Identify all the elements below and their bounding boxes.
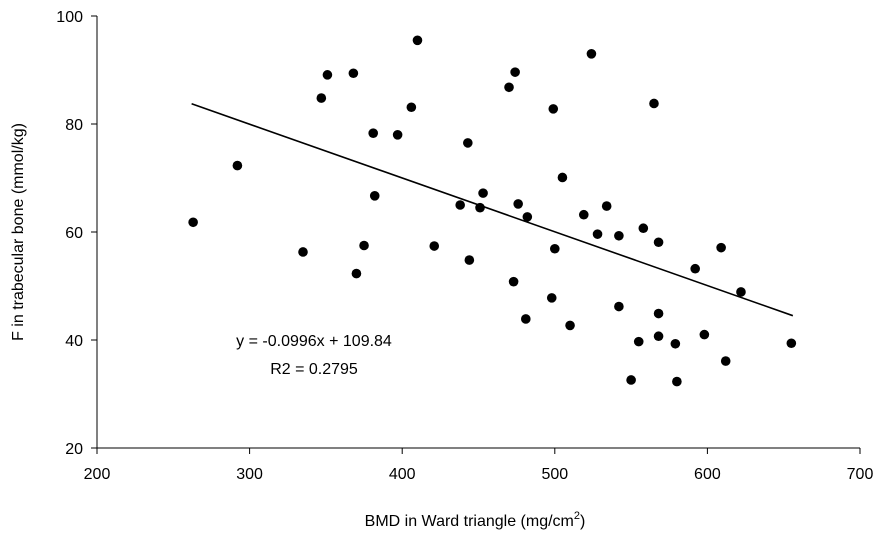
data-point <box>557 172 568 183</box>
y-tick-label: 100 <box>56 9 83 26</box>
data-point <box>348 68 359 79</box>
data-point <box>653 237 664 248</box>
data-point <box>586 49 597 59</box>
trendline-group <box>191 103 794 317</box>
x-axis-title-end: ) <box>580 513 585 530</box>
data-point <box>592 229 603 239</box>
data-point <box>649 98 659 109</box>
r2-label: R2 = 0.2795 <box>270 361 358 378</box>
tick-labels: 200 300 400 500 600 700 20 40 60 80 100 <box>56 9 873 483</box>
data-point <box>478 188 488 198</box>
x-tick-label: 400 <box>389 466 416 483</box>
data-point <box>638 223 649 234</box>
data-point <box>550 243 560 254</box>
data-point <box>522 212 533 222</box>
y-axis-title: F in trabecular bone (mmol/kg) <box>10 123 27 341</box>
data-point <box>633 336 644 347</box>
x-tick-label: 600 <box>694 466 721 483</box>
data-point <box>614 230 624 241</box>
x-axis-title-superscript: 2 <box>574 510 580 522</box>
data-point <box>716 242 726 253</box>
data-point <box>455 200 465 210</box>
data-point <box>510 67 520 77</box>
data-point <box>736 287 746 297</box>
data-point <box>464 255 475 265</box>
trendline <box>191 103 794 317</box>
data-point <box>565 320 575 331</box>
data-point <box>548 104 559 114</box>
data-point <box>368 128 379 138</box>
y-tick-label: 80 <box>65 117 83 134</box>
x-tick-label: 700 <box>847 466 874 483</box>
data-point <box>601 201 612 211</box>
data-point <box>513 199 523 209</box>
data-point <box>614 301 624 312</box>
data-point <box>188 217 198 228</box>
data-point <box>463 138 473 148</box>
data-point <box>406 102 417 113</box>
data-point <box>653 308 664 319</box>
data-points <box>188 35 797 387</box>
data-point <box>369 191 380 201</box>
y-tick-label: 40 <box>65 333 83 350</box>
equation-label: y = -0.0996x + 109.84 <box>236 333 392 350</box>
data-point <box>720 356 731 366</box>
data-point <box>508 276 519 287</box>
axes <box>91 15 861 454</box>
data-point <box>699 329 710 340</box>
x-axis-title-main: BMD in Ward triangle (mg/cm <box>365 513 574 530</box>
y-tick-label: 20 <box>65 441 83 458</box>
data-point <box>298 247 308 257</box>
data-point <box>392 130 403 140</box>
data-point <box>351 268 362 279</box>
x-tick-label: 500 <box>541 466 568 483</box>
data-point <box>475 202 485 213</box>
data-point <box>316 93 327 103</box>
x-tick-label: 300 <box>236 466 263 483</box>
data-point <box>521 314 531 324</box>
data-point <box>504 82 514 93</box>
x-axis-title: BMD in Ward triangle (mg/cm2) <box>365 510 586 530</box>
x-tick-label: 200 <box>84 466 111 483</box>
data-point <box>672 376 682 387</box>
data-point <box>359 240 369 251</box>
data-point <box>626 375 636 385</box>
data-point <box>786 338 797 349</box>
data-point <box>653 331 664 342</box>
data-point <box>412 35 423 46</box>
data-point <box>232 160 243 171</box>
data-point <box>322 70 333 80</box>
data-point <box>429 241 440 251</box>
y-tick-label: 60 <box>65 225 83 242</box>
data-point <box>546 293 557 303</box>
data-point <box>670 338 681 349</box>
data-point <box>690 263 700 274</box>
data-point <box>578 209 589 220</box>
